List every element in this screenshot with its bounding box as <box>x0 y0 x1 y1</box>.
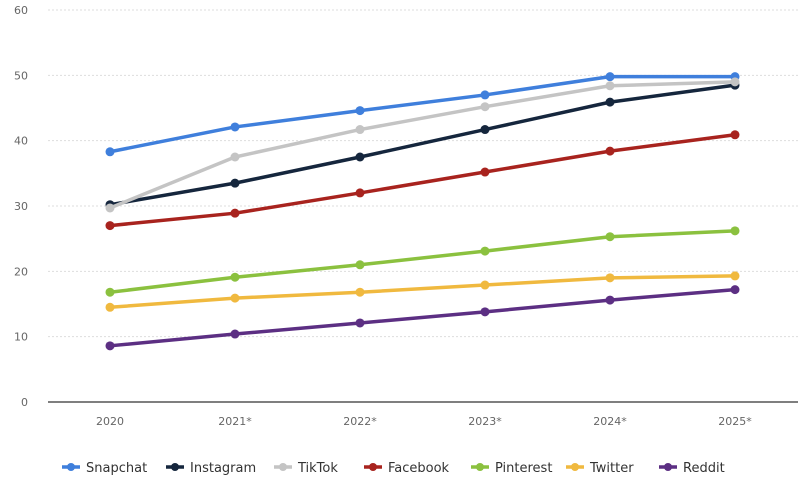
data-point-snapchat <box>355 106 365 116</box>
data-point-twitter <box>230 293 240 303</box>
data-point-tiktok <box>605 81 615 91</box>
data-point-pinterest <box>480 246 490 256</box>
x-tick-label: 2021* <box>218 415 252 428</box>
y-tick-label: 60 <box>14 4 28 17</box>
data-point-reddit <box>355 318 365 328</box>
legend-label-pinterest: Pinterest <box>495 461 552 476</box>
y-tick-label: 50 <box>14 69 28 82</box>
data-point-facebook <box>355 188 365 198</box>
data-point-twitter <box>605 273 615 283</box>
legend-marker-dot <box>171 463 179 471</box>
legend-marker-dot <box>664 463 672 471</box>
legend-label-instagram: Instagram <box>190 461 256 476</box>
data-point-tiktok <box>105 203 115 213</box>
data-point-snapchat <box>105 147 115 157</box>
series-line-pinterest <box>109 229 736 294</box>
data-point-pinterest <box>230 272 240 282</box>
data-point-facebook <box>105 221 115 231</box>
data-point-facebook <box>480 167 490 177</box>
data-point-tiktok <box>230 152 240 162</box>
data-point-pinterest <box>105 287 115 297</box>
data-point-facebook <box>730 130 740 140</box>
y-tick-label: 30 <box>14 200 28 213</box>
legend-label-twitter: Twitter <box>589 461 634 476</box>
data-point-pinterest <box>355 260 365 270</box>
data-point-pinterest <box>605 232 615 242</box>
data-point-reddit <box>230 329 240 339</box>
data-point-instagram <box>230 178 240 188</box>
y-tick-label: 40 <box>14 135 28 148</box>
data-point-facebook <box>230 208 240 218</box>
series-line-snapchat <box>109 74 735 154</box>
data-point-tiktok <box>355 125 365 135</box>
data-point-instagram <box>480 125 490 135</box>
data-point-pinterest <box>730 226 740 236</box>
legend-label-tiktok: TikTok <box>297 461 338 476</box>
series-line-reddit <box>109 287 736 348</box>
legend-label-facebook: Facebook <box>388 461 450 476</box>
x-tick-label: 2020 <box>96 415 124 428</box>
y-tick-label: 20 <box>14 265 28 278</box>
y-tick-label: 10 <box>14 331 28 344</box>
x-tick-label: 2025* <box>718 415 752 428</box>
legend-marker-dot <box>67 463 75 471</box>
data-point-reddit <box>605 295 615 305</box>
series-line-twitter <box>109 274 736 310</box>
series-line-instagram <box>109 83 736 207</box>
data-point-reddit <box>480 307 490 317</box>
data-point-twitter <box>480 280 490 290</box>
data-point-reddit <box>105 341 115 351</box>
data-point-snapchat <box>605 72 615 82</box>
data-point-tiktok <box>480 102 490 112</box>
data-point-twitter <box>730 271 740 281</box>
x-tick-label: 2024* <box>593 415 627 428</box>
series-line-facebook <box>109 133 736 228</box>
legend-marker-dot <box>369 463 377 471</box>
x-tick-label: 2023* <box>468 415 502 428</box>
data-point-snapchat <box>480 90 490 100</box>
data-point-instagram <box>355 152 365 162</box>
legend-label-snapchat: Snapchat <box>86 461 147 476</box>
data-point-twitter <box>355 287 365 297</box>
data-point-reddit <box>730 285 740 295</box>
data-point-facebook <box>605 146 615 156</box>
legend-marker-dot <box>279 463 287 471</box>
legend-label-reddit: Reddit <box>683 461 725 476</box>
series-line-tiktok <box>109 80 736 210</box>
legend-marker-dot <box>476 463 484 471</box>
y-tick-label: 0 <box>21 396 28 409</box>
data-point-instagram <box>605 97 615 107</box>
x-tick-label: 2022* <box>343 415 377 428</box>
data-point-tiktok <box>730 77 740 87</box>
data-point-snapchat <box>230 122 240 132</box>
data-point-twitter <box>105 302 115 312</box>
legend-marker-dot <box>571 463 579 471</box>
